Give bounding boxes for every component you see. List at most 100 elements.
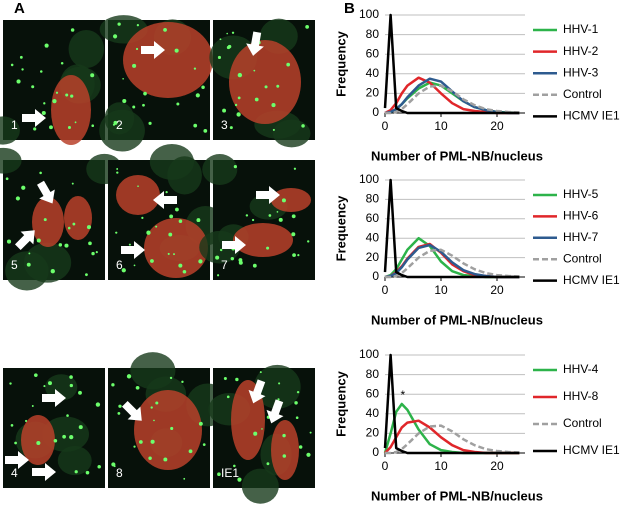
green-dot [115,231,118,234]
green-dot [229,126,233,130]
red-nucleus [134,390,202,470]
nucleus [130,352,176,390]
arrow [32,463,56,481]
green-dot [296,390,300,394]
green-dot [64,243,69,248]
red-nucleus [271,420,299,480]
green-dot [62,434,66,439]
red-nucleus [229,40,301,124]
green-dot [181,380,184,384]
green-dot [150,439,155,444]
green-dot [44,43,49,48]
green-dot [88,241,92,246]
green-dot [112,34,118,39]
green-dot [169,376,173,380]
green-dot [306,452,311,457]
image-label: 2 [116,118,123,132]
green-dot [198,421,203,426]
green-dot [266,462,270,466]
arrow [22,109,46,127]
green-dot [31,85,35,89]
green-dot [183,477,186,480]
green-dot [148,121,152,125]
red-nucleus [64,196,92,240]
nucleus [0,116,20,145]
green-dot [176,102,180,106]
image-label: 7 [221,258,228,272]
legend-label: HHV-5 [563,187,599,201]
red-nucleus [271,188,311,212]
green-dot [118,404,122,408]
legend-label: HHV-6 [563,209,599,223]
legend-label: HCMV IE1 [563,273,620,287]
green-dot [261,428,263,430]
image-label: 3 [221,118,228,132]
red-nucleus [233,223,293,257]
green-dot [10,423,14,427]
green-dot [268,214,272,217]
green-dot [65,93,69,97]
green-dot [182,269,187,274]
green-dot [271,103,276,108]
green-dot [70,28,75,32]
y-tick-label: 20 [366,86,380,100]
green-dot [146,230,151,235]
green-dot [155,225,158,228]
green-dot [203,129,208,133]
green-dot [168,232,173,237]
legend-label: HHV-3 [563,65,599,79]
green-dot [21,68,24,71]
green-dot [78,390,82,395]
arrow [121,400,142,421]
y-tick-label: 100 [359,347,379,361]
green-dot [174,48,179,53]
green-dot [86,225,91,230]
green-dot [90,73,95,78]
nucleus [272,119,311,148]
green-dot [133,264,136,267]
nucleus [167,156,202,195]
green-dot [293,167,297,170]
green-dot [188,449,193,454]
micrograph: 8 [108,352,230,488]
x-tick-label: 20 [490,459,504,473]
green-dot [278,382,281,385]
green-dot [78,425,83,430]
green-dot [136,24,140,27]
green-dot [165,190,168,194]
green-dot [253,69,256,72]
green-dot [234,103,238,107]
legend-label: HHV-4 [563,362,599,376]
y-tick-label: 80 [366,192,380,206]
green-dot [193,67,197,70]
green-dot [226,45,231,50]
green-dot [292,253,296,257]
green-dot [222,108,227,113]
y-tick-label: 40 [366,406,380,420]
green-dot [132,63,137,68]
x-axis-label: Number of PML-NB/nucleus [371,488,543,503]
green-dot [141,216,144,219]
green-dot [95,251,98,254]
green-dot [259,371,262,374]
legend-label: HHV-1 [563,22,599,36]
green-dot [196,218,201,223]
green-dot [272,128,275,131]
micrograph: 3 [209,18,315,148]
green-dot [278,217,283,222]
y-tick-label: 100 [359,172,379,186]
series-line [383,13,520,115]
green-dot [217,274,220,277]
green-dot [309,431,312,434]
green-dot [67,226,71,230]
green-dot [43,385,46,388]
nucleus [57,446,92,476]
red-nucleus [51,75,91,145]
green-dot [198,259,203,264]
green-dot [116,171,119,174]
panel-label: A [14,0,25,17]
image-label: IE1 [221,466,239,480]
red-nucleus [32,197,64,247]
green-dot [52,99,57,104]
